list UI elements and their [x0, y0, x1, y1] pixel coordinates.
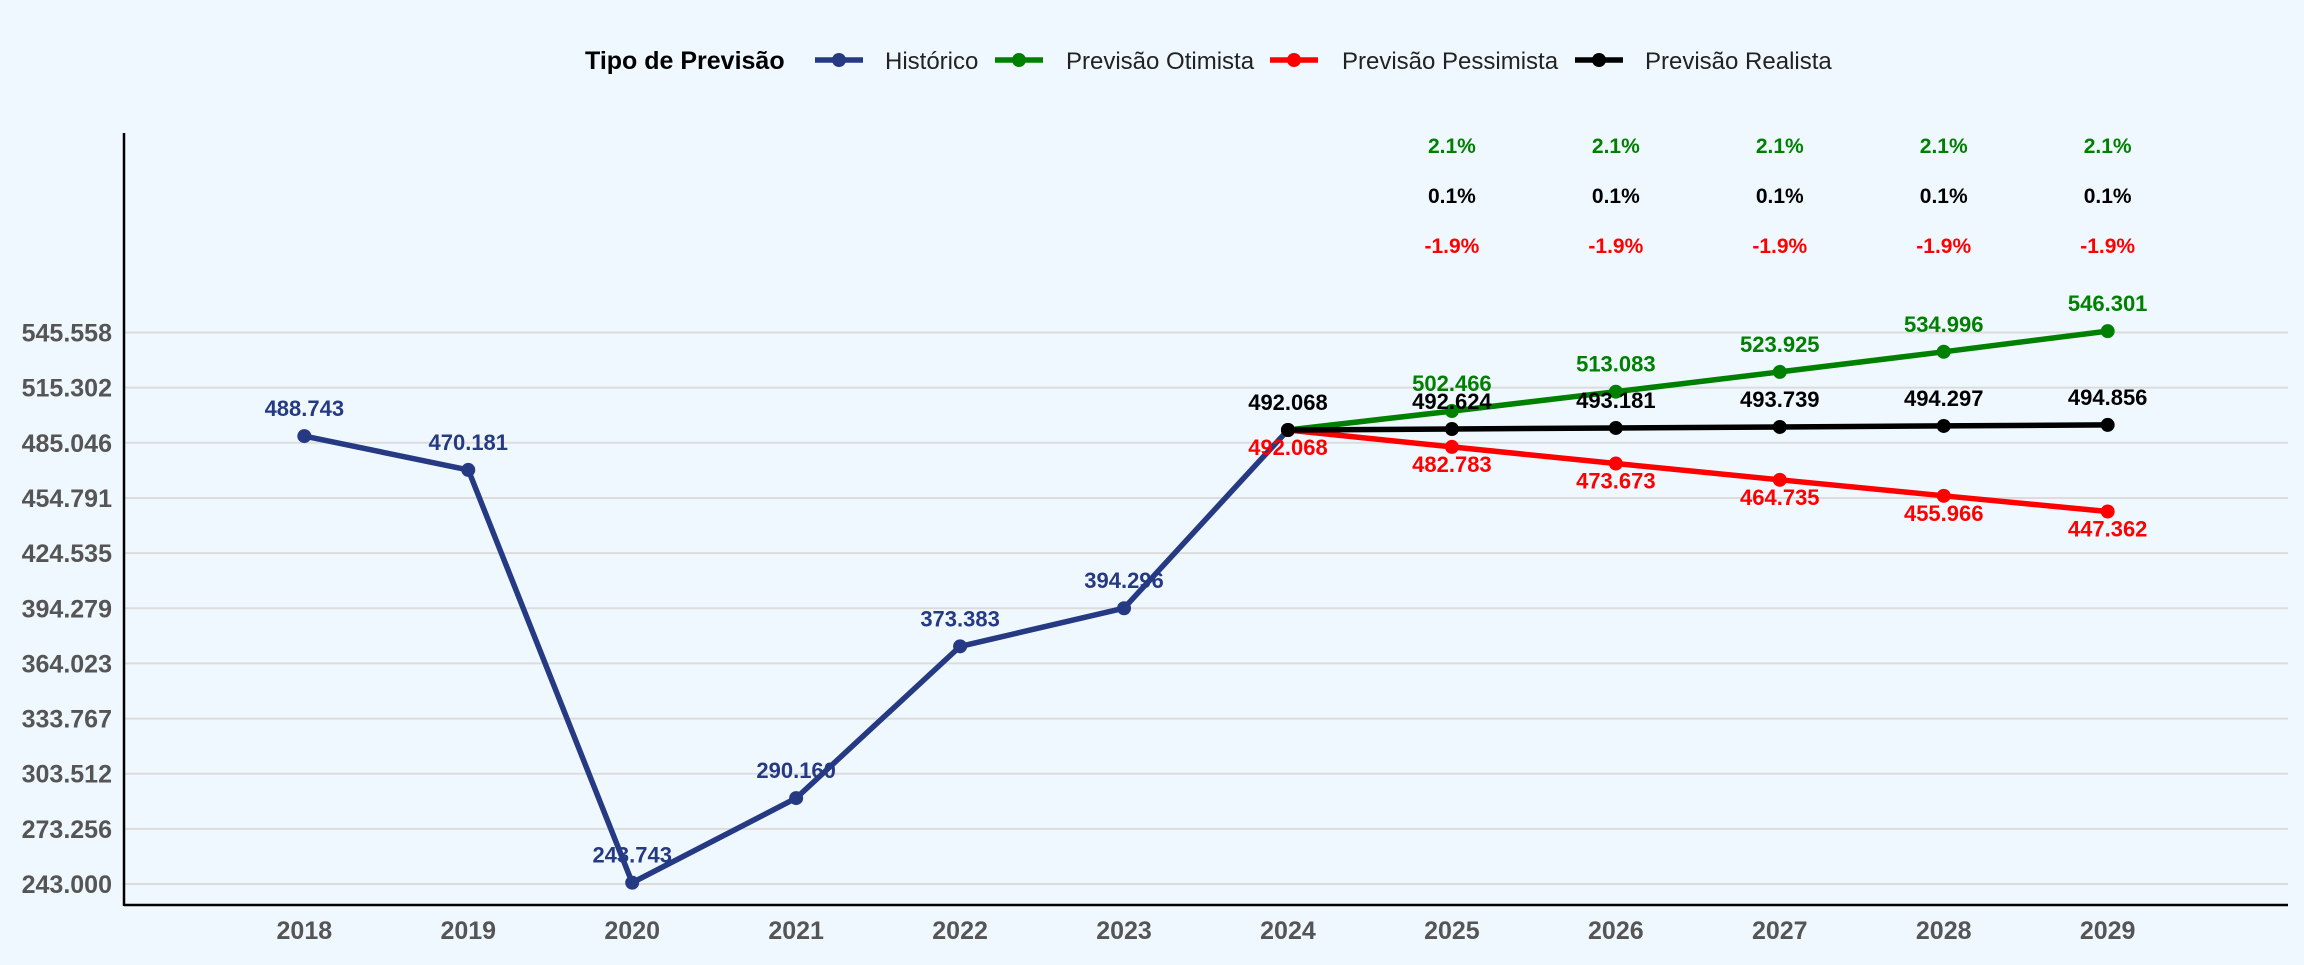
y-tick-label: 515.302	[22, 375, 112, 403]
growth-annotation: -1.9%	[1424, 235, 1479, 258]
data-point	[1608, 420, 1623, 435]
data-point	[297, 429, 312, 444]
y-tick-label: 243.000	[22, 871, 112, 899]
data-point	[1936, 418, 1951, 433]
x-tick-label: 2020	[604, 917, 660, 945]
data-label: 492.068	[1248, 435, 1328, 460]
data-label: 243.743	[592, 843, 672, 868]
x-tick-label: 2018	[277, 917, 333, 945]
x-tick-label: 2022	[932, 917, 988, 945]
x-tick-label: 2028	[1916, 917, 1972, 945]
data-label: 502.466	[1412, 371, 1492, 396]
growth-annotation: 2.1%	[1756, 135, 1804, 158]
y-tick-label: 485.046	[22, 430, 112, 458]
growth-annotation: 0.1%	[1592, 185, 1640, 208]
data-label: 494.297	[1904, 386, 1984, 411]
data-label: 546.301	[2068, 291, 2148, 316]
legend-swatch-point	[1287, 53, 1301, 67]
growth-annotation: 0.1%	[1756, 185, 1804, 208]
legend-title: Tipo de Previsão	[585, 47, 785, 75]
data-label: 470.181	[429, 430, 509, 455]
x-tick-label: 2025	[1424, 917, 1480, 945]
data-label: 464.735	[1740, 485, 1820, 510]
data-point	[1444, 404, 1459, 419]
legend-swatch-point	[832, 53, 846, 67]
data-point	[625, 875, 640, 890]
data-label: 447.362	[2068, 517, 2148, 542]
growth-annotation: -1.9%	[1752, 235, 1807, 258]
data-point	[1936, 344, 1951, 359]
data-point	[2100, 417, 2115, 432]
x-tick-label: 2021	[768, 917, 824, 945]
legend-swatch-point	[1592, 53, 1606, 67]
data-point	[1772, 419, 1787, 434]
data-label: 492.624	[1412, 389, 1492, 414]
data-label: 523.925	[1740, 332, 1820, 357]
data-label: 534.996	[1904, 312, 1984, 337]
data-label: 494.856	[2068, 385, 2148, 410]
data-point	[1444, 421, 1459, 436]
x-tick-label: 2029	[2080, 917, 2136, 945]
data-label: 493.739	[1740, 387, 1820, 412]
growth-annotation: -1.9%	[1916, 235, 1971, 258]
data-point	[1444, 439, 1459, 454]
x-tick-label: 2027	[1752, 917, 1808, 945]
growth-annotation: 0.1%	[2084, 185, 2132, 208]
series-line	[1285, 328, 2111, 433]
data-label: 394.296	[1084, 568, 1164, 593]
y-tick-label: 545.558	[22, 320, 112, 348]
data-point	[789, 791, 804, 806]
data-label: 492.068	[1248, 390, 1328, 415]
data-label: 493.181	[1576, 388, 1656, 413]
growth-annotation: -1.9%	[1588, 235, 1643, 258]
data-point	[461, 462, 476, 477]
x-tick-label: 2024	[1260, 917, 1316, 945]
growth-annotation: 2.1%	[1920, 135, 1968, 158]
data-label: 482.783	[1412, 452, 1492, 477]
y-tick-label: 424.535	[22, 540, 112, 568]
y-tick-label: 394.279	[22, 595, 112, 623]
data-point	[1772, 364, 1787, 379]
data-point	[953, 639, 968, 654]
data-label: 488.743	[265, 396, 345, 421]
data-point	[1608, 456, 1623, 471]
data-point	[2100, 504, 2115, 519]
x-tick-label: 2023	[1096, 917, 1152, 945]
data-point	[1936, 488, 1951, 503]
y-tick-label: 273.256	[22, 816, 112, 844]
growth-annotation: 2.1%	[1428, 135, 1476, 158]
legend-label: Histórico	[885, 48, 978, 75]
data-point	[1117, 601, 1132, 616]
data-point	[1608, 384, 1623, 399]
y-tick-label: 333.767	[22, 706, 112, 734]
growth-annotation: 0.1%	[1920, 185, 1968, 208]
y-tick-label: 364.023	[22, 650, 112, 678]
legend-label: Previsão Otimista	[1066, 48, 1255, 75]
growth-annotation: 2.1%	[2084, 135, 2132, 158]
growth-annotation: 2.1%	[1592, 135, 1640, 158]
growth-annotation: 0.1%	[1428, 185, 1476, 208]
data-point	[1280, 423, 1295, 438]
y-tick-label: 303.512	[22, 761, 112, 789]
series-line	[1285, 422, 2111, 433]
data-label: 455.966	[1904, 501, 1984, 526]
series-line	[1285, 427, 2111, 515]
legend-swatch-point	[1012, 53, 1026, 67]
legend-label: Previsão Pessimista	[1342, 48, 1559, 75]
y-tick-label: 454.791	[22, 485, 112, 513]
data-label: 473.673	[1576, 469, 1656, 494]
growth-annotation: -1.9%	[2080, 235, 2135, 258]
data-point	[1772, 472, 1787, 487]
data-label: 290.160	[756, 758, 836, 783]
data-label: 373.383	[920, 606, 1000, 631]
x-tick-label: 2019	[440, 917, 496, 945]
data-point	[2100, 324, 2115, 339]
data-label: 513.083	[1576, 352, 1656, 377]
x-tick-label: 2026	[1588, 917, 1644, 945]
legend-label: Previsão Realista	[1645, 48, 1832, 75]
